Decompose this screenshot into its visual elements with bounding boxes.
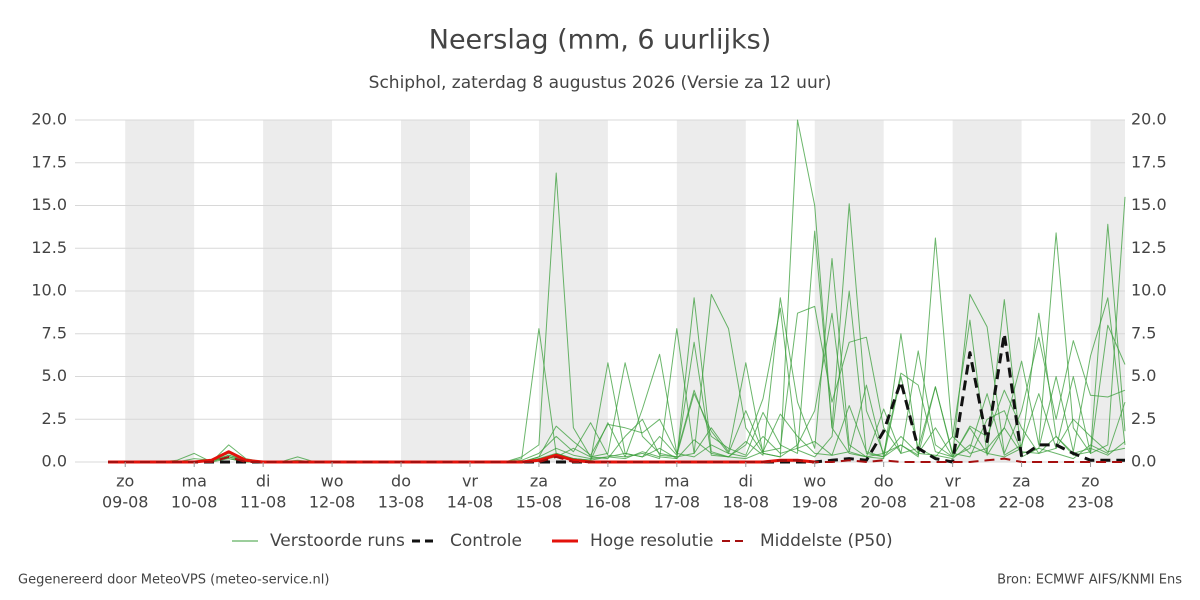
chart-title: Neerslag (mm, 6 uurlijks): [429, 25, 771, 56]
legend-label: Controle: [450, 531, 522, 551]
x-tick-label: zo: [1081, 472, 1099, 491]
legend-label: Hoge resolutie: [590, 531, 714, 551]
x-tick-label: ma: [664, 472, 689, 491]
x-tick-label: 22-08: [998, 493, 1045, 512]
chart-subtitle: Schiphol, zaterdag 8 augustus 2026 (Vers…: [369, 73, 832, 93]
y-tick-label-right: 0.0: [1131, 452, 1156, 471]
x-tick-label: 23-08: [1067, 493, 1114, 512]
y-tick-label: 2.5: [42, 409, 67, 428]
x-tick-label: 13-08: [378, 493, 425, 512]
x-tick-label: vr: [462, 472, 478, 491]
x-tick-label: wo: [321, 472, 344, 491]
legend-label: Verstoorde runs: [270, 531, 405, 551]
x-tick-label: di: [256, 472, 271, 491]
x-tick-label: 14-08: [447, 493, 494, 512]
x-tick-label: wo: [803, 472, 826, 491]
series-lines: [108, 332, 1125, 464]
legend: Verstoorde runs Controle Hoge resolutie Mid…: [232, 531, 893, 551]
y-tick-label: 12.5: [31, 238, 67, 257]
y-tick-label-right: 17.5: [1131, 152, 1167, 171]
series-line: [108, 455, 1125, 463]
x-tick-label: 09-08: [102, 493, 149, 512]
x-tick-label: zo: [116, 472, 134, 491]
x-tick-label: za: [530, 472, 548, 491]
x-tick-label: za: [1012, 472, 1030, 491]
y-tick-label-right: 12.5: [1131, 238, 1167, 257]
y-tick-label-right: 7.5: [1131, 323, 1156, 342]
y-tick-label: 17.5: [31, 152, 67, 171]
y-tick-label-right: 2.5: [1131, 409, 1156, 428]
footer-left: Gegenereerd door MeteoVPS (meteo-service…: [18, 573, 329, 588]
x-tick-label: 21-08: [929, 493, 976, 512]
x-tick-label: vr: [945, 472, 961, 491]
x-tick-label: do: [391, 472, 411, 491]
x-tick-label: 17-08: [654, 493, 701, 512]
x-tick-label: ma: [181, 472, 206, 491]
x-tick-label: 11-08: [240, 493, 287, 512]
x-tick-label: 10-08: [171, 493, 218, 512]
y-tick-label-right: 5.0: [1131, 366, 1156, 385]
x-tick-label: 19-08: [791, 493, 838, 512]
y-tick-label: 10.0: [31, 281, 67, 300]
x-tick-label: 20-08: [860, 493, 907, 512]
x-tick-label: di: [738, 472, 753, 491]
y-tick-label-right: 20.0: [1131, 110, 1167, 129]
footer-right: Bron: ECMWF AIFS/KNMI Ens: [997, 573, 1182, 588]
y-tick-label-right: 15.0: [1131, 195, 1167, 214]
legend-label: Middelste (P50): [760, 531, 893, 551]
y-tick-label-right: 10.0: [1131, 281, 1167, 300]
x-tick-label: 16-08: [585, 493, 632, 512]
y-tick-label: 7.5: [42, 323, 67, 342]
x-tick-label: zo: [599, 472, 617, 491]
x-tick-label: do: [874, 472, 894, 491]
y-tick-label: 5.0: [42, 366, 67, 385]
axes: zo 09-08 ma 10-08 di 11-08 wo 12-08 do 13-08 vr 14-…: [31, 110, 1166, 512]
y-tick-label: 0.0: [42, 452, 67, 471]
y-tick-label: 20.0: [31, 110, 67, 129]
x-tick-label: 15-08: [516, 493, 563, 512]
y-tick-label: 15.0: [31, 195, 67, 214]
x-tick-label: 12-08: [309, 493, 356, 512]
x-tick-label: 18-08: [723, 493, 770, 512]
